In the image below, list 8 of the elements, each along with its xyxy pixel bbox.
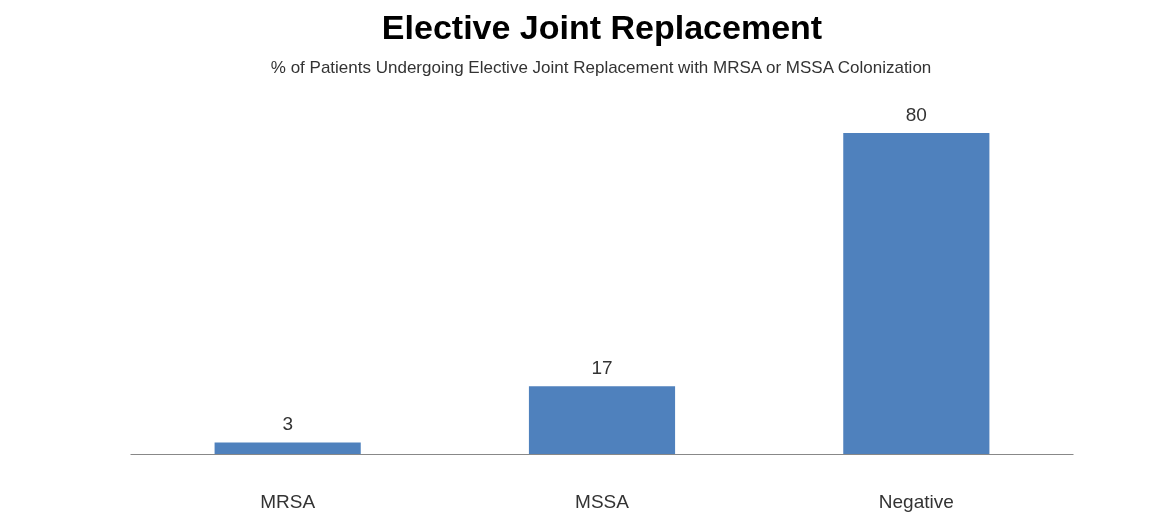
data-label: 80 xyxy=(905,103,927,125)
data-label: 17 xyxy=(591,357,613,379)
chart-title: Elective Joint Replacement xyxy=(381,7,823,46)
chart-subtitle: % of Patients Undergoing Elective Joint Replacement with MRSA or MSSA Colonization xyxy=(270,57,932,77)
x-tick-label: Negative xyxy=(878,490,954,512)
x-tick-label: MSSA xyxy=(575,490,630,512)
data-label: 3 xyxy=(282,413,293,435)
x-tick-label: MRSA xyxy=(260,490,316,512)
